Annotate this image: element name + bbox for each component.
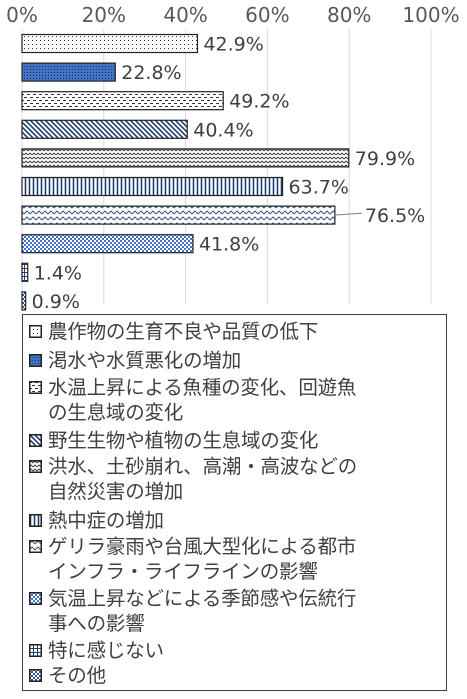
bar	[21, 119, 188, 139]
data-label: 49.2%	[229, 91, 289, 113]
legend-label: 水温上昇による魚種の変化、回遊魚 の生息域の変化	[48, 376, 357, 424]
legend: 農作物の生育不良や品質の低下 渇水や水質悪化の増加水温上昇による魚種の変化、回遊魚…	[22, 314, 447, 691]
legend-label: 洪水、土砂崩れ、高潮・高波などの 自然災害の増加	[48, 455, 357, 503]
legend-label: 野生生物や植物の生息域の変化	[48, 429, 319, 452]
data-label: 63.7%	[289, 177, 349, 199]
legend-swatch	[29, 434, 42, 447]
bar	[21, 33, 199, 54]
x-tick-label: 0%	[6, 3, 38, 27]
legend-label: 気温上昇などによる季節感や伝統行 事への影響	[48, 587, 357, 635]
legend-item: 特に感じない	[29, 638, 442, 663]
legend-swatch	[29, 460, 42, 473]
legend-swatch	[29, 354, 42, 367]
legend-label: 渇水や水質悪化の増加	[48, 349, 242, 372]
data-label: 79.9%	[355, 148, 415, 170]
legend-item: その他	[29, 663, 442, 688]
legend-item: ゲリラ豪雨や台風大型化による都市 インフラ・ライフラインの影響	[29, 534, 442, 584]
bar	[21, 62, 116, 82]
data-label: 76.5%	[365, 205, 425, 227]
x-tick-label: 20%	[82, 3, 126, 27]
legend-label: その他	[48, 664, 106, 687]
data-label: 1.4%	[34, 262, 82, 284]
legend-label: 農作物の生育不良や品質の低下	[48, 320, 319, 343]
legend-item: 熱中症の増加	[29, 508, 442, 533]
legend-swatch	[29, 540, 42, 553]
legend-item: 気温上昇などによる季節感や伝統行 事への影響	[29, 586, 442, 636]
legend-label: 熱中症の増加	[48, 509, 164, 532]
bar	[21, 234, 194, 254]
x-tick-label: 100%	[402, 3, 459, 27]
bar	[21, 91, 224, 111]
legend-item: 農作物の生育不良や品質の低下	[29, 319, 442, 344]
data-label: 22.8%	[121, 62, 181, 84]
bar	[21, 148, 350, 168]
bar-chart: 0% 20% 40% 60% 80% 100% 42.9% 22.8% 49.2% 40.4% 79…	[6, 3, 459, 313]
legend-swatch	[29, 644, 42, 657]
legend-item: 渇水や水質悪化の増加	[29, 348, 442, 373]
legend-swatch	[29, 514, 42, 527]
x-tick-label: 80%	[327, 3, 371, 27]
bar	[21, 262, 29, 282]
data-label: 41.8%	[199, 234, 259, 256]
bar	[21, 176, 284, 197]
data-label: 42.9%	[203, 34, 263, 56]
legend-label: ゲリラ豪雨や台風大型化による都市 インフラ・ライフラインの影響	[48, 535, 357, 583]
data-label: 40.4%	[193, 119, 253, 141]
x-tick-label: 40%	[163, 3, 207, 27]
legend-swatch	[29, 325, 42, 338]
legend-item: 水温上昇による魚種の変化、回遊魚 の生息域の変化	[29, 375, 442, 425]
bar	[21, 205, 336, 225]
leader-line	[334, 212, 362, 216]
legend-item: 野生生物や植物の生息域の変化	[29, 428, 442, 453]
bar	[21, 291, 27, 311]
x-tick-label: 60%	[245, 3, 289, 27]
legend-swatch	[29, 592, 42, 605]
legend-item: 洪水、土砂崩れ、高潮・高波などの 自然災害の増加	[29, 454, 442, 504]
legend-label: 特に感じない	[48, 639, 164, 662]
data-label: 0.9%	[32, 291, 80, 313]
legend-swatch	[29, 381, 42, 394]
legend-swatch	[29, 669, 42, 682]
